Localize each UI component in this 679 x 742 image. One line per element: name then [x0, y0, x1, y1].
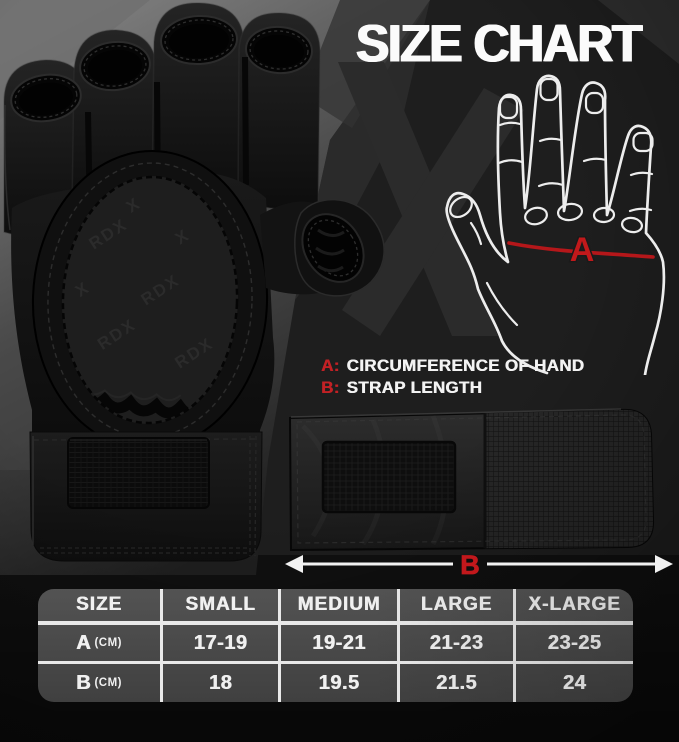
table-cell: 17-19 [163, 625, 281, 664]
measurement-legend: A: CIRCUMFERENCE OF HAND B: STRAP LENGTH [321, 355, 584, 398]
glove-thumb-opening [260, 198, 385, 297]
table-header-small: SMALL [163, 589, 281, 625]
table-rowhead-b: B (CM) [38, 664, 163, 702]
table-header-xlarge: X-LARGE [516, 589, 633, 625]
hand-outline-illustration: A [445, 74, 666, 375]
measure-b-marker: B [460, 550, 480, 580]
table-rowhead-a: A (CM) [38, 625, 163, 664]
double-headed-arrow [285, 555, 673, 573]
table-header-large: LARGE [400, 589, 516, 625]
glove-wrist-cuff [29, 431, 263, 562]
finger-creases [469, 121, 654, 327]
glove-velcro-patch [67, 437, 210, 509]
strap-velcro-patch [321, 440, 457, 514]
legend-label-b: STRAP LENGTH [346, 377, 483, 397]
fingernails [449, 77, 654, 219]
legend-line-b: B: STRAP LENGTH [321, 377, 584, 399]
legend-key-b: B: [321, 377, 340, 397]
glove-strap-photo [288, 408, 655, 552]
strap-length-arrow: B [285, 550, 673, 580]
table-cell: 21-23 [400, 625, 516, 664]
table-header-size: SIZE [38, 589, 163, 625]
legend-line-a: A: CIRCUMFERENCE OF HAND [321, 355, 584, 377]
page-title: SIZE CHART [356, 14, 643, 73]
strap-mesh-texture [485, 409, 654, 550]
table-cell: 19-21 [281, 625, 400, 664]
size-table: SIZE SMALL MEDIUM LARGE X-LARGE A (CM) 1… [38, 589, 633, 702]
table-cell: 18 [163, 664, 281, 702]
measure-a-marker: A [570, 231, 595, 269]
table-cell: 24 [562, 671, 587, 694]
knuckle-marks [524, 202, 644, 234]
table-cell: 21.5 [400, 664, 516, 702]
table-cell: 19.5 [281, 664, 400, 702]
measure-a-line [507, 241, 655, 259]
legend-key-a: A: [321, 356, 340, 375]
table-header-medium: MEDIUM [281, 589, 400, 625]
table-cell: 23-25 [516, 625, 633, 664]
legend-label-a: CIRCUMFERENCE OF HAND [346, 356, 585, 375]
